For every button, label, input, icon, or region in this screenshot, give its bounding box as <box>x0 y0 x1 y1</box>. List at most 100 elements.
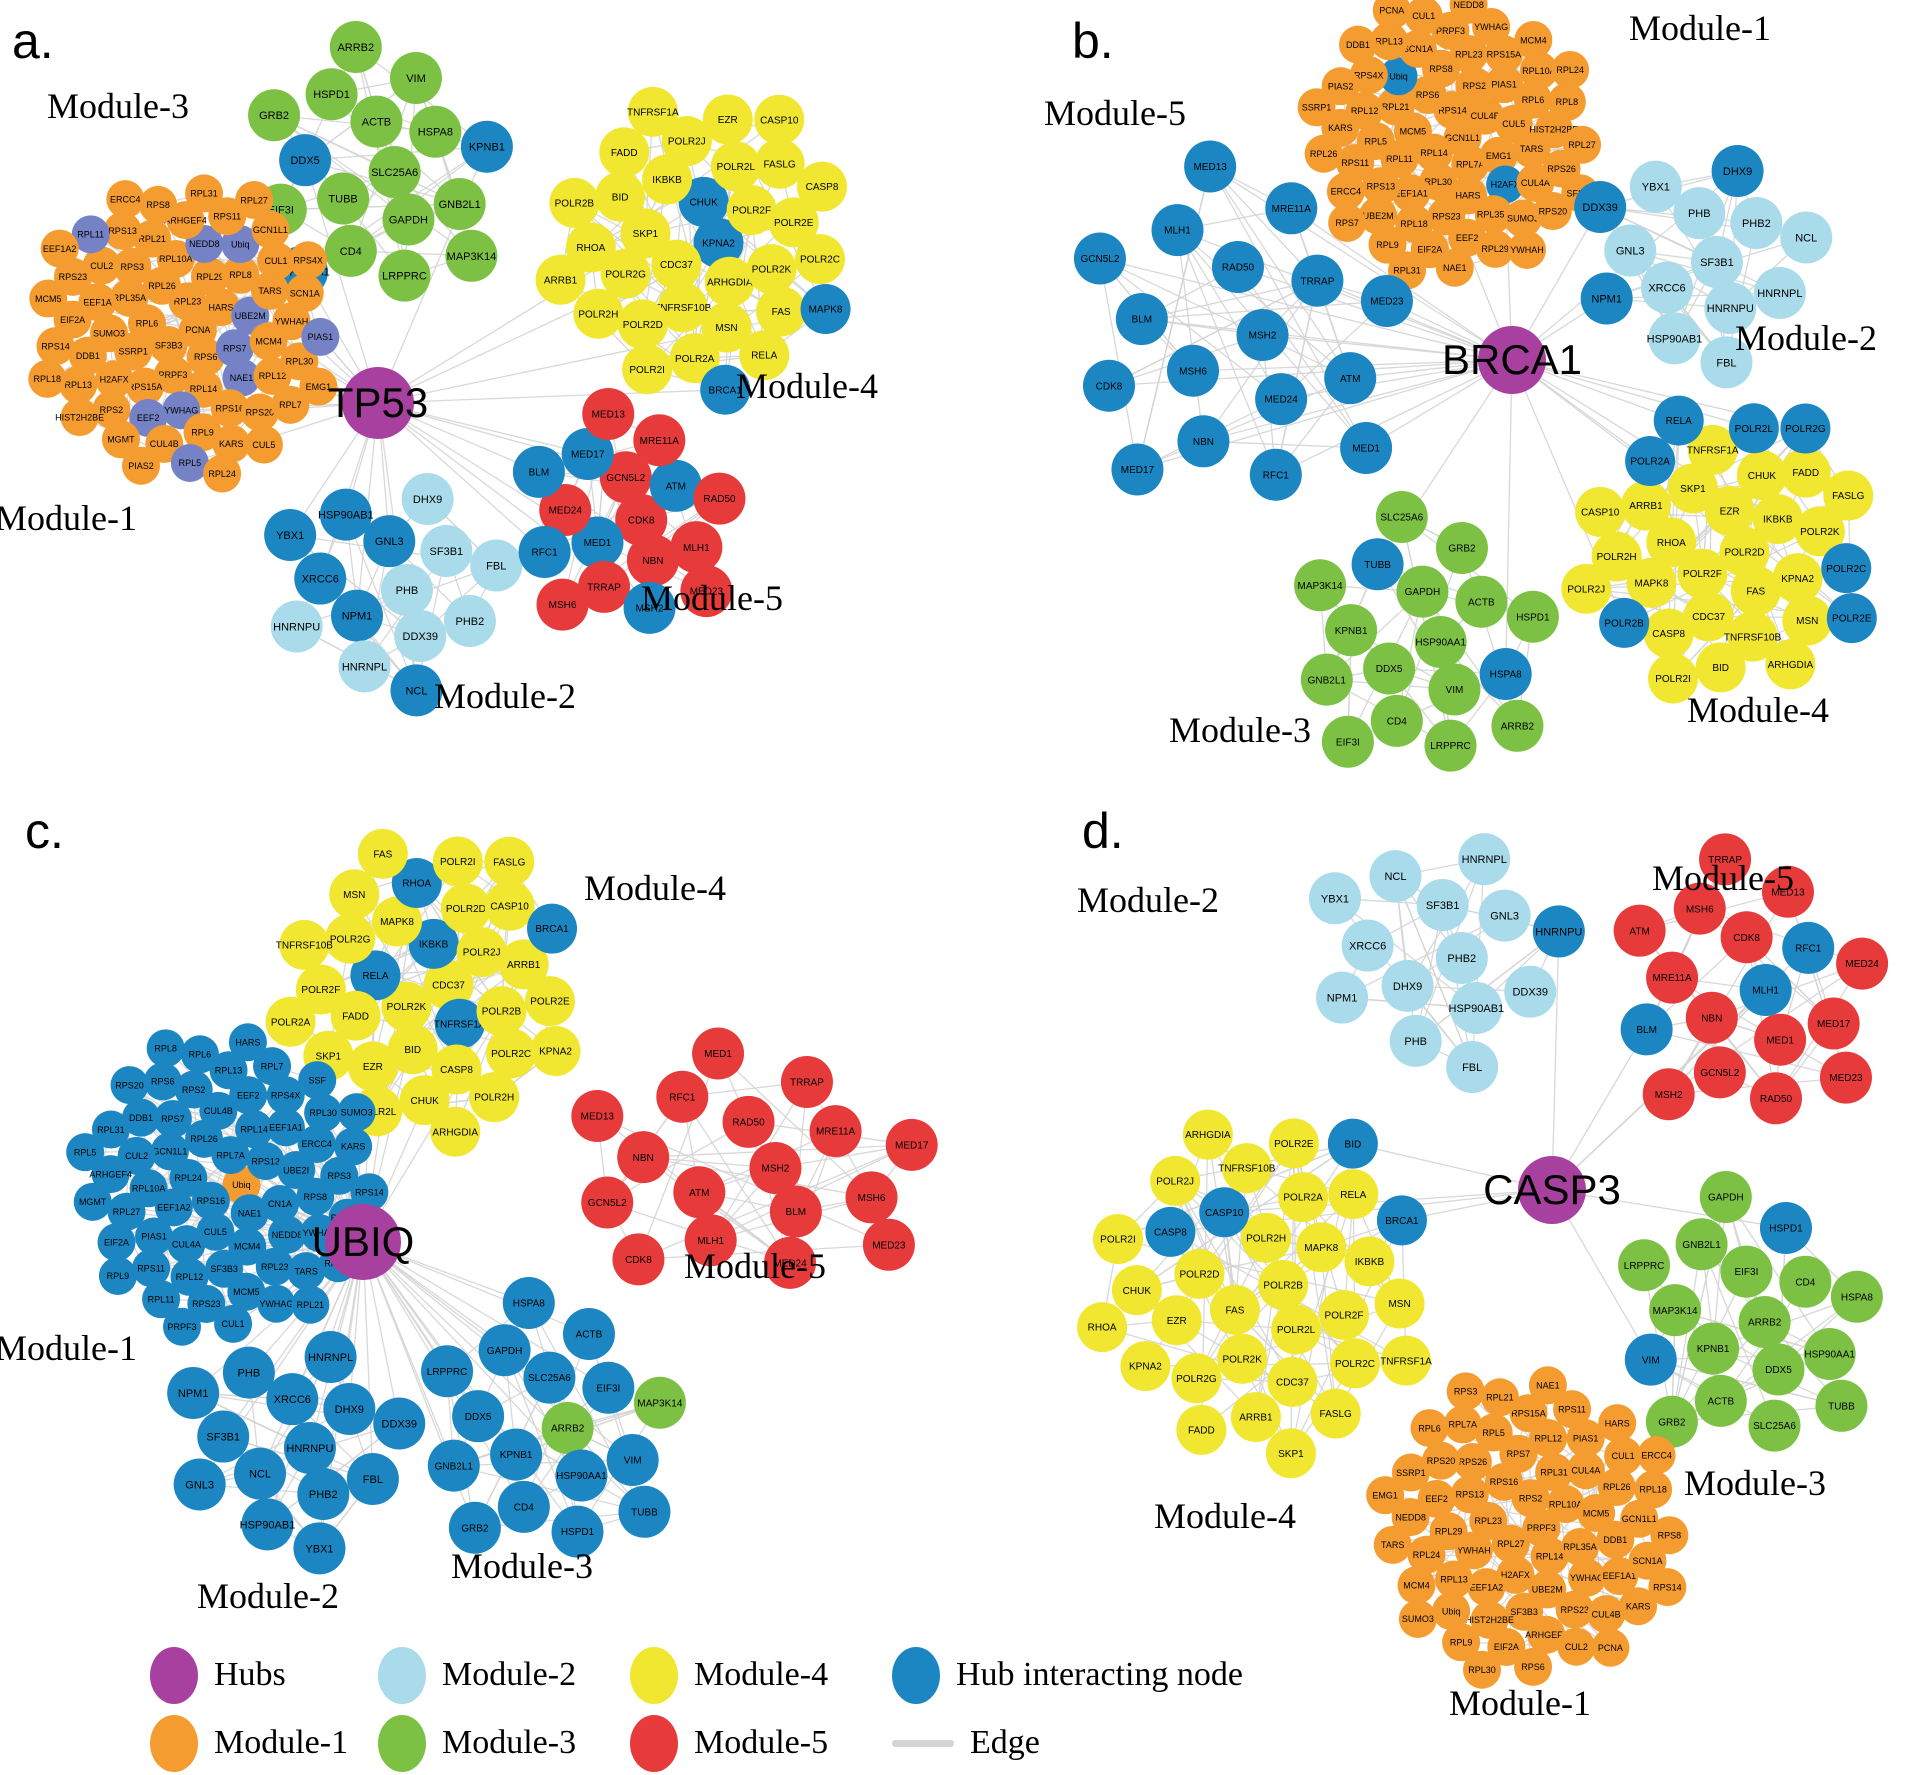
node-CUL4A[interactable]: CUL4A <box>167 1225 206 1264</box>
node-MAP3K14[interactable]: MAP3K14 <box>633 1376 686 1429</box>
node-NEDD8[interactable]: NEDD8 <box>268 1215 307 1254</box>
node-EIF3I[interactable]: EIF3I <box>582 1361 635 1414</box>
node-HSPA8[interactable]: HSPA8 <box>1479 648 1532 701</box>
node-PIAS1[interactable]: PIAS1 <box>1566 1419 1605 1458</box>
node-HSP90AB1[interactable]: HSP90AB1 <box>1647 312 1703 365</box>
node-RPL24[interactable]: RPL24 <box>1551 50 1590 89</box>
node-RPL6[interactable]: RPL6 <box>1513 80 1552 119</box>
node-PHB[interactable]: PHB <box>380 564 433 616</box>
node-RPL5[interactable]: RPL5 <box>170 443 209 482</box>
node-RPS3[interactable]: RPS3 <box>1446 1372 1485 1411</box>
node-EMG1[interactable]: EMG1 <box>299 367 338 406</box>
node-RPL9[interactable]: RPL9 <box>183 413 222 452</box>
node-TRRAP[interactable]: TRRAP <box>780 1055 833 1108</box>
node-RPS7[interactable]: RPS7 <box>1328 203 1367 242</box>
node-PCNA[interactable]: PCNA <box>1372 0 1411 30</box>
node-DDB1[interactable]: DDB1 <box>68 336 107 375</box>
node-MED24[interactable]: MED24 <box>1836 937 1889 990</box>
node-RPS20[interactable]: RPS20 <box>110 1066 149 1105</box>
node-MSN[interactable]: MSN <box>329 869 380 920</box>
node-MSH2[interactable]: MSH2 <box>1236 309 1289 361</box>
node-RPL12[interactable]: RPL12 <box>170 1257 209 1296</box>
node-SSRP1[interactable]: SSRP1 <box>1391 1453 1430 1492</box>
node-CASP10[interactable]: CASP10 <box>754 94 805 145</box>
node-ARRB1[interactable]: ARRB1 <box>1620 480 1671 531</box>
hub-BRCA1[interactable]: BRCA1 <box>1442 326 1582 394</box>
node-HSP90AB1[interactable]: HSP90AB1 <box>1449 981 1505 1034</box>
node-DDX5[interactable]: DDX5 <box>1752 1343 1805 1396</box>
node-NPM1[interactable]: NPM1 <box>1580 272 1633 325</box>
node-MRE11A[interactable]: MRE11A <box>809 1105 862 1158</box>
node-NCL[interactable]: NCL <box>1369 850 1422 903</box>
node-RPL18[interactable]: RPL18 <box>28 359 67 398</box>
node-CDC37[interactable]: CDC37 <box>423 960 474 1010</box>
node-YWHAG[interactable]: YWHAG <box>257 1284 296 1323</box>
node-MED17[interactable]: MED17 <box>1807 997 1860 1050</box>
node-HNRNPL[interactable]: HNRNPL <box>304 1331 357 1384</box>
node-RFC1[interactable]: RFC1 <box>1249 448 1302 501</box>
node-RPS14[interactable]: RPS14 <box>350 1173 389 1212</box>
node-HNRNPU[interactable]: HNRNPU <box>1704 282 1757 335</box>
node-CUL4A[interactable]: CUL4A <box>1566 1451 1605 1490</box>
node-POLR2H[interactable]: POLR2H <box>1591 531 1642 582</box>
node-TARS[interactable]: TARS <box>287 1252 326 1291</box>
node-XRCC6[interactable]: XRCC6 <box>294 552 347 605</box>
node-HSPD1[interactable]: HSPD1 <box>1759 1202 1812 1255</box>
node-RPS2[interactable]: RPS2 <box>174 1070 213 1109</box>
node-MSH6[interactable]: MSH6 <box>536 578 589 631</box>
node-KPNB1[interactable]: KPNB1 <box>460 120 513 173</box>
node-RELA[interactable]: RELA <box>350 950 401 1001</box>
node-EEF1A1[interactable]: EEF1A1 <box>1392 174 1431 213</box>
node-ARRB1[interactable]: ARRB1 <box>1230 1392 1281 1443</box>
node-RELA[interactable]: RELA <box>739 330 790 381</box>
node-EIF3I[interactable]: EIF3I <box>1321 715 1374 768</box>
node-ARHGDIA[interactable]: ARHGDIA <box>704 256 755 307</box>
node-MED24[interactable]: MED24 <box>764 1236 817 1289</box>
node-ACTB[interactable]: ACTB <box>350 95 403 148</box>
node-RFC1[interactable]: RFC1 <box>1782 921 1835 974</box>
node-RPS2[interactable]: RPS2 <box>1455 66 1494 105</box>
node-POLR2J[interactable]: POLR2J <box>456 927 507 978</box>
node-KPNA2[interactable]: KPNA2 <box>530 1025 581 1076</box>
node-SCN1A[interactable]: SCN1A <box>1628 1541 1667 1580</box>
node-MED13[interactable]: MED13 <box>582 387 635 440</box>
node-H2AFX[interactable]: H2AFX <box>1496 1555 1535 1594</box>
node-CD4[interactable]: CD4 <box>324 224 377 277</box>
node-FASLG[interactable]: FASLG <box>754 138 805 189</box>
node-VIM[interactable]: VIM <box>606 1434 659 1487</box>
node-BLM[interactable]: BLM <box>512 445 565 498</box>
node-SSF[interactable]: SSF <box>298 1061 337 1100</box>
node-EIF2A[interactable]: EIF2A <box>97 1223 136 1262</box>
node-MGMT[interactable]: MGMT <box>101 420 140 459</box>
node-EEF1A2[interactable]: EEF1A2 <box>40 229 79 268</box>
node-KARS[interactable]: KARS <box>334 1127 373 1166</box>
node-TARS[interactable]: TARS <box>1373 1525 1412 1564</box>
node-CUL1[interactable]: CUL1 <box>214 1304 253 1343</box>
node-EZR[interactable]: EZR <box>702 94 753 145</box>
node-RPS13[interactable]: RPS13 <box>1361 167 1400 206</box>
node-RPL7A[interactable]: RPL7A <box>1443 1405 1482 1444</box>
node-FAS[interactable]: FAS <box>357 828 408 879</box>
node-RPS2[interactable]: RPS2 <box>92 390 131 429</box>
node-PHB[interactable]: PHB <box>1389 1014 1442 1067</box>
node-EZR[interactable]: EZR <box>1704 485 1755 536</box>
node-MAPK8[interactable]: MAPK8 <box>1296 1222 1347 1273</box>
node-MAPK8[interactable]: MAPK8 <box>372 896 423 947</box>
node-RPL35A[interactable]: RPL35A <box>110 278 149 317</box>
node-PHB[interactable]: PHB <box>222 1346 275 1399</box>
node-GCN5L2[interactable]: GCN5L2 <box>1693 1046 1746 1099</box>
node-CHUK[interactable]: CHUK <box>678 176 729 227</box>
node-CASP8[interactable]: CASP8 <box>1643 608 1694 659</box>
node-POLR2E[interactable]: POLR2E <box>768 197 819 248</box>
node-MSN[interactable]: MSN <box>1782 595 1833 646</box>
node-RPS16[interactable]: RPS16 <box>210 389 249 428</box>
node-YBX1[interactable]: YBX1 <box>1308 872 1361 925</box>
node-RPS14[interactable]: RPS14 <box>1648 1568 1687 1607</box>
node-NBN[interactable]: NBN <box>617 1131 670 1184</box>
node-DHX9[interactable]: DHX9 <box>1711 145 1764 198</box>
node-RPL31[interactable]: RPL31 <box>1535 1453 1574 1492</box>
node-BID[interactable]: BID <box>595 171 646 222</box>
node-HSPA8[interactable]: HSPA8 <box>1830 1270 1883 1323</box>
node-MED13[interactable]: MED13 <box>1761 865 1814 918</box>
node-MED24[interactable]: MED24 <box>539 483 592 536</box>
